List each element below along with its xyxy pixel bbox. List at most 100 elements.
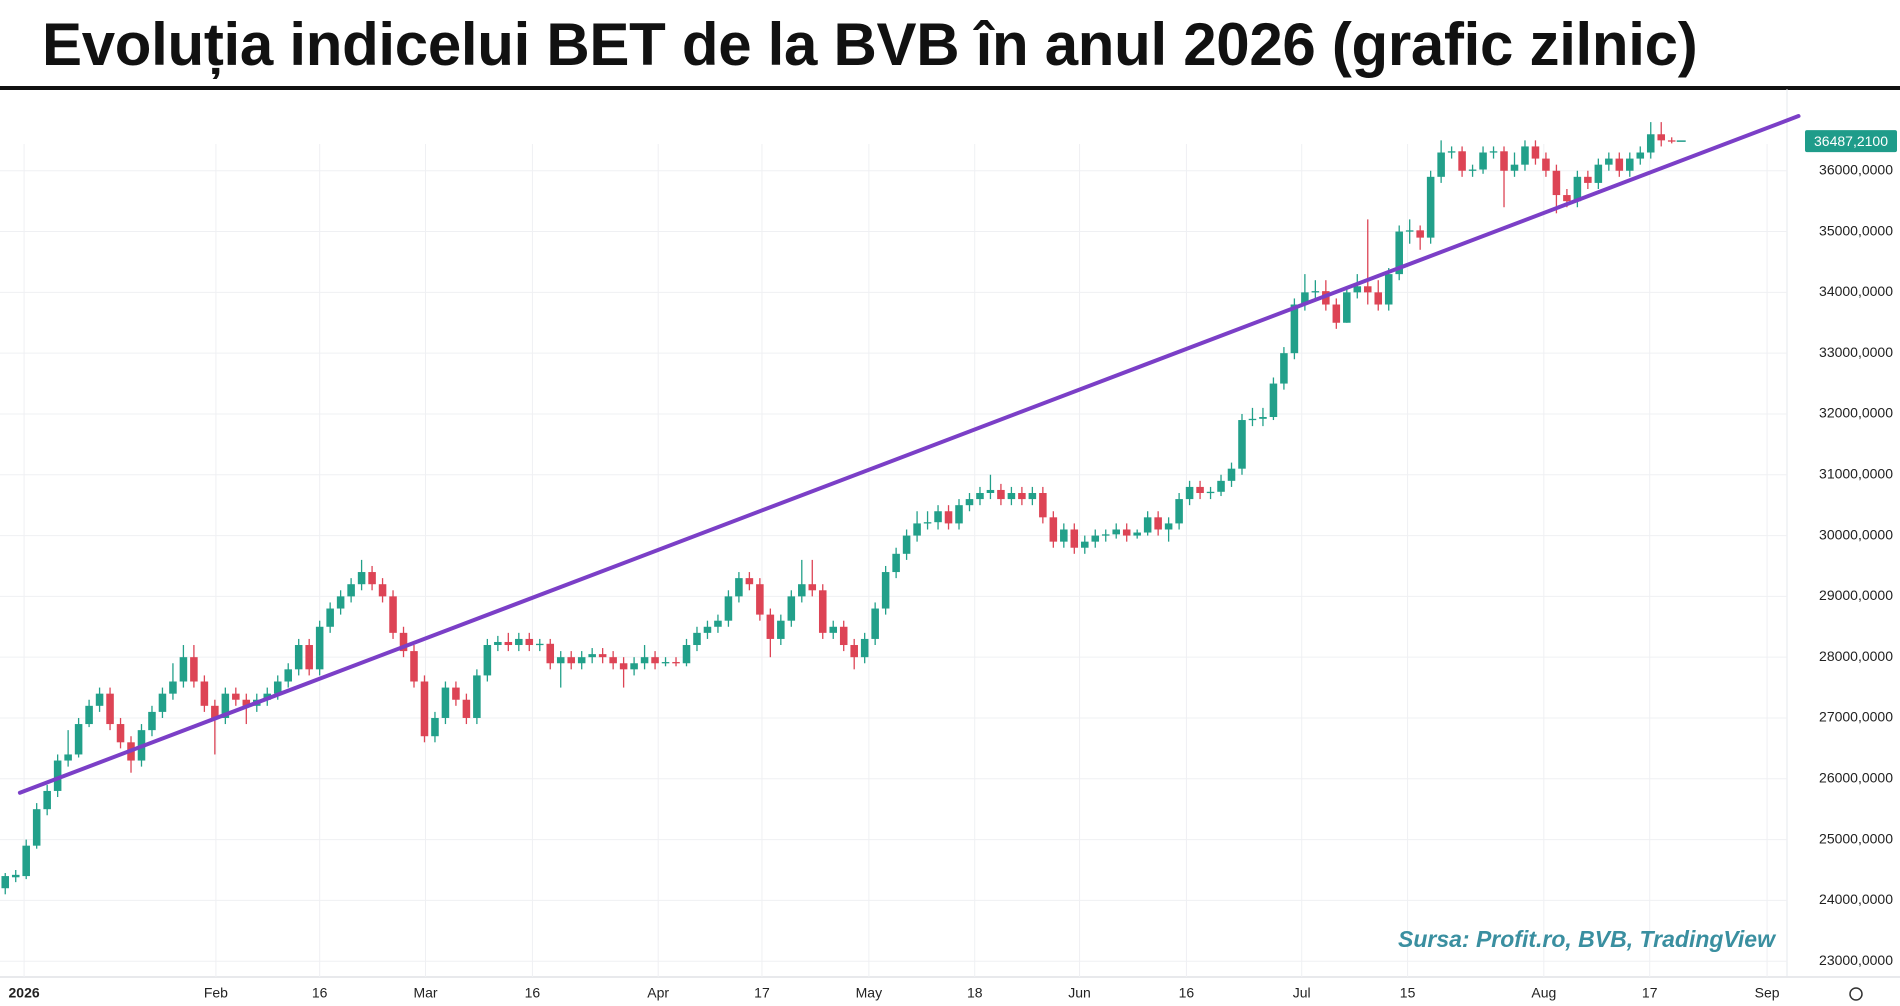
candle-body [420,681,429,737]
candle-body [357,572,366,585]
candle-body [1395,231,1403,275]
candle-body [85,705,93,725]
candle-body [661,662,670,664]
candle-body [431,717,439,737]
candle-body [955,505,963,524]
x-tick-label: Jul [1293,985,1311,1001]
candle-body [1133,532,1141,536]
candle-body [1039,493,1047,518]
candle-body [1227,468,1236,481]
candle-body [787,596,796,621]
candle-body [1479,152,1487,170]
candle-body [1122,529,1131,536]
candle-body [682,645,691,664]
y-tick-label: 35000,0000 [1819,222,1893,238]
candle-body [881,572,890,609]
candle-body [1405,230,1414,232]
candle-body [389,596,397,633]
candle-body [1060,529,1068,542]
candle-body [1028,493,1037,500]
candle-body [1185,486,1194,500]
candle-body [1615,158,1624,171]
candle-body [1175,499,1183,524]
candle-body [640,657,649,664]
candle-body [1290,304,1299,354]
x-tick-label: Jun [1068,985,1091,1001]
candle-body [200,681,209,706]
candle-body [1458,151,1466,171]
candle-body [294,645,303,670]
candle-body [1563,195,1571,202]
candle-body [609,657,617,664]
candle-body [1584,176,1592,183]
y-tick-label: 27000,0000 [1819,709,1893,725]
candle-body [1657,134,1666,141]
y-tick-label: 24000,0000 [1819,891,1893,907]
candle-body [913,523,921,536]
candle-body [473,675,481,718]
candle-body [829,626,838,633]
source-annotation: Sursa: Profit.ro, BVB, TradingView [1398,926,1777,952]
candle-body [315,626,324,670]
x-tick-label: 17 [754,985,770,1001]
candle-body [1437,152,1445,177]
x-tick-label: Mar [413,985,437,1001]
x-tick-label: 2026 [9,985,40,1001]
candle-body [221,693,230,718]
candle-body [902,535,911,554]
candle-body [368,572,376,585]
x-tick-label: Feb [204,985,228,1001]
chart-title: Evoluția indicelui BET de la BVB în anul… [42,11,1698,78]
candle-body [850,645,858,658]
candle-body [1531,146,1540,159]
candle-body [1521,146,1529,165]
candle-body [326,608,334,627]
candle-body [378,584,387,597]
candle-body [1049,517,1058,542]
candle-body [1259,417,1267,419]
candle-body [483,645,492,676]
candle-body [1248,418,1257,421]
candle-body [1196,486,1204,494]
candle-body [190,657,198,682]
candle-body [1363,286,1372,293]
candle-body [1101,534,1110,536]
candle-body [22,845,30,877]
x-tick-label: 18 [967,985,983,1001]
candle-body [1510,164,1519,171]
candle-body [1238,420,1246,469]
y-tick-label: 34000,0000 [1819,283,1893,299]
candle-body [1489,151,1498,153]
candle-body [53,760,62,791]
candle-body [32,809,41,846]
candle-body [1594,164,1603,183]
candle-body [745,578,754,585]
candle-body [1311,291,1320,293]
candle-body [462,699,471,718]
y-tick-label: 36000,0000 [1819,161,1893,177]
candle-body [1280,353,1288,384]
candle-body [724,596,733,621]
x-tick-label: 16 [525,985,541,1001]
candle-body [923,522,932,524]
candle-body [1636,152,1645,159]
candle-body [1269,383,1278,418]
candle-body [577,657,586,664]
candle-body [1667,140,1676,142]
candle-body [693,632,701,646]
candle-body [1384,274,1393,305]
candle-body [410,651,418,682]
candle-body [756,584,764,615]
candle-body [74,724,83,755]
candle-body [1447,151,1456,153]
candle-body [1112,529,1120,535]
candle-body [986,489,995,494]
y-tick-label: 28000,0000 [1819,648,1893,664]
candle-body [1091,535,1100,542]
y-tick-label: 29000,0000 [1819,587,1893,603]
candle-body [535,643,544,646]
candle-body [777,620,785,639]
candle-body [515,638,523,646]
